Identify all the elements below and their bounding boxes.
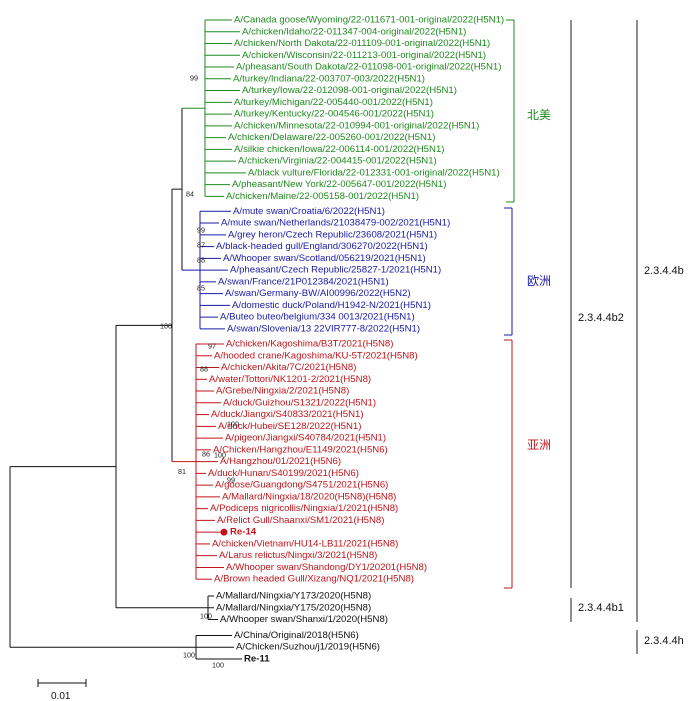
- highlight-marker: [220, 528, 228, 536]
- taxon-label: A/pigeon/Jiangxi/S40784/2021(H5N1): [225, 433, 386, 444]
- taxon-label: A/duck/Hunan/S40199/2021(H5N6): [208, 468, 359, 479]
- taxon-label: A/chicken/Delaware/22-005260-001/2022(H5…: [228, 132, 435, 143]
- taxon-label: A/hooded crane/Kagoshima/KU-5T/2021(H5N8…: [214, 350, 418, 361]
- taxon-label: A/Larus relictus/Ningxi/3/2021(H5N8): [219, 550, 377, 561]
- taxon-label: A/Mallard/Ningxia/Y175/2020(H5N8): [216, 602, 371, 613]
- bootstrap-value: 99: [227, 476, 235, 485]
- bootstrap-value: 87: [197, 241, 205, 250]
- bootstrap-value: 84: [186, 190, 194, 199]
- bootstrap-value: 85: [197, 284, 205, 293]
- bootstrap-value: 100: [212, 661, 224, 670]
- taxon-label: A/chicken/Minnesota/22-010994-001-origin…: [234, 120, 479, 131]
- taxon-label: A/swan/Germany-BW/AI00996/2022(H5N2): [225, 288, 411, 299]
- taxon-label: A/Brown headed Gull/Xizang/NQ1/2021(H5N8…: [214, 574, 414, 585]
- taxon-label: A/chicken/Vietnam/HU14-LB11/2021(H5N8): [212, 538, 398, 549]
- taxon-label: A/chicken/Maine/22-005158-001/2022(H5N1): [226, 191, 419, 202]
- region-label-north-america: 北美: [527, 108, 551, 122]
- clade-label-b: 2.3.4.4b: [644, 265, 684, 277]
- taxon-label: A/mute swan/Croatia/6/2022(H5N1): [233, 206, 385, 217]
- taxon-label: A/duck/Guizhou/S1321/2022(H5N1): [223, 397, 376, 408]
- taxon-label: A/water/Tottori/NK1201-2/2021(H5N8): [209, 374, 371, 385]
- bootstrap-value: 81: [178, 467, 186, 476]
- clade-label-b1: 2.3.4.4b1: [578, 602, 624, 614]
- taxon-label: A/China/Original/2018(H5N6): [234, 630, 359, 641]
- taxon-label: A/Buteo buteo/belgium/334 0013/2021(H5N1…: [220, 312, 415, 323]
- taxon-label: A/Mallard/Ningxia/18/2020(H5N8)(H5N8): [222, 491, 396, 502]
- highlighted-taxon-label: Re-14: [230, 527, 257, 538]
- taxon-label: A/black-headed gull/England/306270/2022(…: [216, 241, 428, 252]
- taxon-label: A/chicken/Kagoshima/B3T/2021(H5N8): [226, 339, 393, 350]
- region-label-asia: 亚洲: [527, 438, 551, 452]
- bootstrap-value: 88: [197, 256, 205, 265]
- region-label-europe: 欧洲: [527, 274, 551, 288]
- taxon-label: A/Chicken/Hangzhou/E1149/2021(H5N6): [213, 444, 388, 455]
- taxon-label: A/grey heron/Czech Republic/23608/2021(H…: [228, 229, 437, 240]
- taxon-label: A/chicken/Virginia/22-004415-001/2022(H5…: [238, 156, 437, 167]
- bootstrap-value: 100: [183, 651, 195, 660]
- taxon-label: A/Chicken/Suzhou/j1/2019(H5N6): [236, 642, 380, 653]
- taxon-label: A/chicken/Wisconsin/22-011213-001-origin…: [242, 50, 486, 61]
- bootstrap-value: 100: [227, 420, 239, 429]
- taxon-label: A/Grebe/Ningxia/2/2021(H5N8): [216, 386, 349, 397]
- taxon-label: A/turkey/Iowa/22-012098-001-original/202…: [242, 85, 457, 96]
- bootstrap-values: 99 84 99 87 88 85 100 97 88 100 86 100 99 81 100 100 100: [160, 74, 239, 670]
- clade-brackets: 2.3.4.4b2 2.3.4.4b1 2.3.4.4b 2.3.4.4h: [570, 20, 684, 654]
- bootstrap-value: 100: [160, 322, 172, 331]
- scale-bar-label: 0.01: [51, 691, 71, 701]
- taxon-label: A/Whooper swan/Scotland/056219/2021(H5N1…: [223, 253, 426, 264]
- taxon-label: A/turkey/Michigan/22-005440-001/2022(H5N…: [234, 97, 433, 108]
- taxon-label: A/duck/Jiangxi/S40833/2021(H5N1): [211, 409, 364, 420]
- taxon-label: A/pheasant/New York/22-005647-001/2022(H…: [232, 179, 446, 190]
- highlighted-taxon-label: Re-11: [244, 654, 270, 665]
- taxon-label: A/turkey/Indiana/22-003707-003/2022(H5N1…: [233, 73, 425, 84]
- tree-branches: [9, 19, 246, 660]
- taxon-label: A/swan/France/21P012384/2021(H5N1): [218, 276, 389, 287]
- bootstrap-value: 99: [190, 74, 198, 83]
- bootstrap-value: 88: [200, 365, 208, 374]
- clade-label-b2: 2.3.4.4b2: [578, 312, 624, 324]
- taxon-label: A/chicken/North Dakota/22-011109-001-ori…: [234, 38, 490, 49]
- bootstrap-value: 100: [200, 611, 212, 620]
- taxon-label: A/Hangzhou/01/2021(H5N6): [220, 456, 341, 467]
- taxon-label: A/pheasant/Czech Republic/25827-1/2021(H…: [230, 265, 441, 276]
- taxon-label: A/domestic duck/Poland/H1942-N/2021(H5N1…: [232, 300, 431, 311]
- taxon-label: A/silkie chicken/Iowa/22-006114-001/2022…: [234, 144, 444, 155]
- taxon-label: A/mute swan/Netherlands/21038479-002/202…: [221, 218, 450, 229]
- taxon-labels: A/Canada goose/Wyoming/22-011671-001-ori…: [208, 15, 504, 665]
- taxon-label: A/pheasant/South Dakota/22-011098-001-or…: [236, 62, 501, 73]
- taxon-label: A/Whooper swan/Shanxi/1/2020(H5N8): [220, 614, 388, 625]
- bootstrap-value: 86: [202, 450, 210, 459]
- taxon-label: A/turkey/Kentucky/22-004546-001/2022(H5N…: [234, 109, 434, 120]
- bootstrap-value: 99: [197, 226, 205, 235]
- taxon-label: A/duck/Hubei/SE128/2022(H5N1): [218, 421, 361, 432]
- scale-bar: 0.01: [37, 679, 87, 701]
- bootstrap-value: 100: [214, 451, 226, 460]
- taxon-label: A/Canada goose/Wyoming/22-011671-001-ori…: [234, 15, 504, 26]
- taxon-label: A/Whooper swan/Shandong/DY1/20201(H5N8): [226, 562, 427, 573]
- clade-label-h: 2.3.4.4h: [644, 635, 684, 647]
- region-brackets: 北美 欧洲 亚洲: [504, 19, 551, 589]
- taxon-label: A/chicken/Akita/7C/2021(H5N8): [221, 362, 356, 373]
- taxon-label: A/black vulture/Florida/22-012331-001-or…: [248, 167, 500, 178]
- taxon-label: A/Relict Gull/Shaanxi/SM1/2021(H5N8): [217, 515, 384, 526]
- taxon-label: A/Podiceps nigricollis/Ningxia/1/2021(H5…: [210, 503, 398, 514]
- taxon-label: A/goose/Guangdong/S4751/2021(H5N6): [215, 480, 388, 491]
- bootstrap-value: 97: [208, 342, 216, 351]
- taxon-label: A/swan/Slovenia/13 22VIR777-8/2022(H5N1): [227, 323, 420, 334]
- taxon-label: A/Mallard/Ningxia/Y173/2020(H5N8): [216, 591, 371, 602]
- taxon-label: A/chicken/Idaho/22-011347-004-original/2…: [242, 26, 466, 37]
